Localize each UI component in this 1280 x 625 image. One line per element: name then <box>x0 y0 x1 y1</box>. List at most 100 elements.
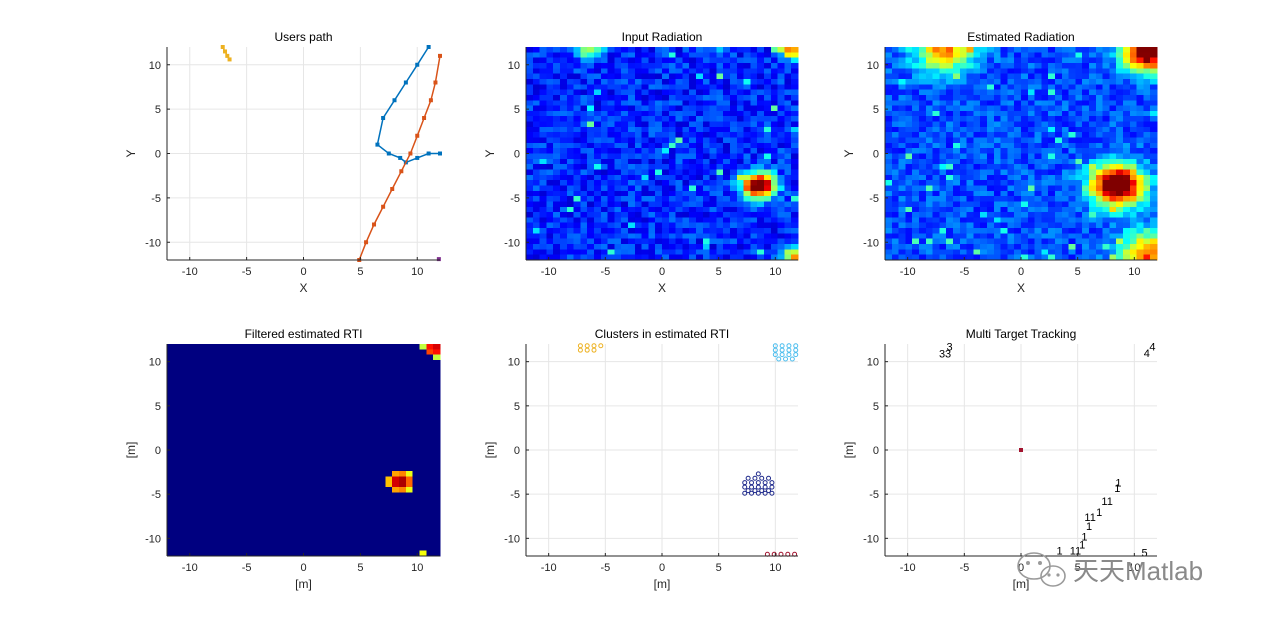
estimated-radiation-cell <box>1068 68 1076 74</box>
filtered-rti-cell <box>364 365 373 371</box>
filtered-rti-cell <box>378 508 386 514</box>
estimated-radiation-cell <box>1136 212 1144 218</box>
input-radiation-cell <box>628 212 636 218</box>
estimated-radiation-cell <box>1048 212 1056 218</box>
filtered-rti-cell <box>167 365 175 371</box>
input-radiation-cell <box>682 73 690 80</box>
filtered-rti-cell <box>378 550 386 557</box>
input-radiation-cell <box>628 153 636 160</box>
estimated-radiation-cell <box>1143 132 1151 138</box>
filtered-rti-cell <box>344 444 352 451</box>
filtered-rti-cell <box>351 492 359 499</box>
input-radiation-cell <box>648 180 656 186</box>
input-radiation-cell <box>696 52 704 58</box>
estimated-radiation-cell <box>1061 153 1069 160</box>
estimated-radiation-cell <box>1021 185 1029 192</box>
user-1-point <box>415 155 420 160</box>
input-radiation-cell <box>662 254 670 261</box>
estimated-radiation-cell <box>1102 52 1110 58</box>
filtered-rti-cell <box>303 418 311 424</box>
estimated-radiation-cell <box>932 73 940 80</box>
filtered-rti-cell <box>242 407 250 414</box>
filtered-rti-cell <box>214 508 222 514</box>
filtered-rti-cell <box>201 450 209 456</box>
estimated-radiation-cell <box>1095 100 1103 106</box>
estimated-radiation-cell <box>1116 153 1124 160</box>
filtered-rti-cell <box>207 407 216 414</box>
filtered-rti-cell <box>426 402 434 408</box>
filtered-rti-cell <box>207 460 216 467</box>
user-3-point <box>223 49 228 54</box>
input-radiation-cell <box>777 126 785 133</box>
estimated-radiation-cell <box>932 249 940 256</box>
estimated-radiation-cell <box>1034 84 1042 90</box>
estimated-radiation-cell <box>946 185 954 192</box>
filtered-rti-cell <box>221 471 229 477</box>
filtered-rti-cell <box>358 497 366 504</box>
input-radiation-cell <box>668 222 676 229</box>
input-radiation-cell <box>730 116 738 122</box>
input-radiation-cell <box>757 217 765 224</box>
input-radiation-cell <box>668 52 676 58</box>
filtered-rti-cell <box>419 476 427 483</box>
filtered-rti-cell <box>283 545 291 552</box>
input-radiation-cell <box>532 249 540 256</box>
estimated-radiation-cell <box>946 190 954 197</box>
filtered-rti-cell <box>173 391 181 398</box>
estimated-radiation-cell <box>1150 132 1158 138</box>
estimated-radiation-cell <box>946 238 954 245</box>
estimated-radiation-cell <box>1034 110 1042 117</box>
input-radiation-cell <box>607 174 615 181</box>
input-radiation-cell <box>546 89 554 96</box>
input-radiation-cell <box>784 185 792 192</box>
filtered-rti-cell <box>426 359 434 366</box>
input-radiation-cell <box>709 105 717 112</box>
filtered-rti-cell <box>378 386 386 393</box>
input-radiation-cell <box>743 244 751 250</box>
estimated-radiation-cell <box>980 84 988 90</box>
input-radiation-cell <box>662 116 670 122</box>
filtered-rti-cell <box>276 344 284 350</box>
filtered-rti-cell <box>248 460 257 467</box>
filtered-rti-cell <box>201 481 209 488</box>
input-radiation-cell <box>736 137 744 144</box>
input-radiation-cell <box>580 196 588 202</box>
filtered-rti-cell <box>167 359 175 366</box>
estimated-radiation-axes: Estimated Radiation X Y -10 -5 0 5 10-10-505… <box>842 30 1158 295</box>
filtered-rti-cell <box>228 428 236 435</box>
filtered-rti-cell <box>173 434 181 440</box>
estimated-radiation-cell <box>1034 212 1042 218</box>
input-radiation-cell <box>655 126 663 133</box>
filtered-rti-cell <box>419 550 427 557</box>
input-radiation-cell <box>532 254 540 261</box>
filtered-rti-cell <box>221 375 229 382</box>
estimated-radiation-cell <box>1116 201 1124 208</box>
input-radiation-cell <box>757 196 765 202</box>
estimated-radiation-cell <box>980 105 988 112</box>
filtered-rti-cell <box>351 455 359 461</box>
filtered-rti-cell <box>337 487 345 493</box>
filtered-rti-cell <box>392 513 400 520</box>
filtered-rti-cell <box>351 513 359 520</box>
estimated-radiation-cell <box>1034 121 1042 128</box>
filtered-rti-cell <box>283 503 291 509</box>
input-radiation-cell <box>566 57 574 64</box>
input-radiation-cell <box>546 132 554 138</box>
input-radiation-cell <box>696 190 704 197</box>
input-radiation-cell <box>553 137 561 144</box>
input-radiation-cell <box>702 228 710 234</box>
input-radiation-cell <box>716 228 724 234</box>
estimated-radiation-cell <box>925 84 933 90</box>
filtered-rti-cell <box>242 471 250 477</box>
filtered-rti-cell <box>378 481 386 488</box>
estimated-radiation-cell <box>1027 78 1035 85</box>
input-radiation-ytick-label: 10 <box>508 60 520 72</box>
filtered-rti-cell <box>207 370 216 377</box>
estimated-radiation-cell <box>1034 57 1042 64</box>
filtered-rti-cell <box>310 481 318 488</box>
estimated-radiation-cell <box>1027 57 1035 64</box>
input-radiation-cell <box>553 249 561 256</box>
input-radiation-cell <box>702 180 710 186</box>
estimated-radiation-cell <box>1000 62 1008 69</box>
estimated-radiation-cell <box>1055 174 1063 181</box>
